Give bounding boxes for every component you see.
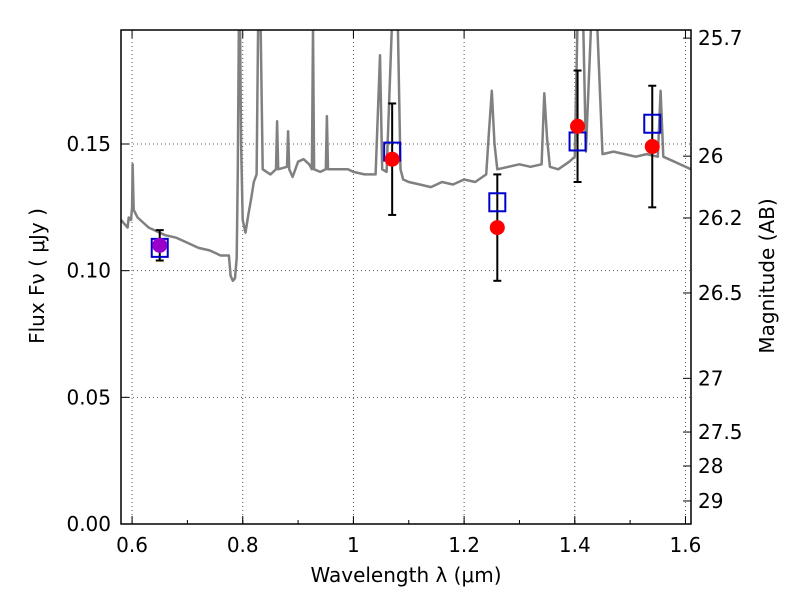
y-tick-label: 0.05 [66,385,111,409]
grid-lines [121,30,691,525]
right-axis-tick-label: 26.2 [698,206,743,230]
observed-point [570,118,586,134]
model-photometry-square [643,113,662,134]
observed-point [644,139,660,155]
x-tick-label: 1 [347,533,360,557]
y-tick-label: 0.10 [66,259,111,283]
right-axis-tick-label: 29 [698,489,723,513]
model-spectrum-layer [121,30,691,283]
y-tick-label: 0.15 [66,132,111,156]
right-axis-tick-label: 28 [698,454,723,478]
x-axis-label: Wavelength λ (μm) [310,563,501,587]
right-axis-tick-label: 27 [698,366,723,390]
x-tick-label: 0.6 [116,533,148,557]
right-axis-label: Magnitude (AB) [755,198,779,353]
model-spectrum-line [121,30,691,283]
right-axis-tick-label: 25.7 [698,26,743,50]
observed-point [152,237,168,253]
right-axis-tick-label: 26 [698,144,723,168]
x-tick-label: 0.8 [227,533,259,557]
axes: 0.6 0.8 1 1.2 1.4 1.6 0.00 0.05 0.10 0.15 25.7 26 26… [66,26,742,557]
right-axis-tick-label: 27.5 [698,420,743,444]
y-tick-label: 0.00 [66,512,111,536]
x-tick-label: 1.4 [559,533,591,557]
observed-point [384,151,400,167]
photometry-layer [150,69,662,282]
x-tick-label: 1.2 [448,533,480,557]
right-axis-tick-label: 26.5 [698,281,743,305]
plot-frame [120,29,692,525]
x-tick-label: 1.6 [670,533,702,557]
y-axis-label: Flux Fν ( μJy ) [25,208,49,344]
model-photometry-square [488,192,507,213]
observed-point [489,220,505,236]
